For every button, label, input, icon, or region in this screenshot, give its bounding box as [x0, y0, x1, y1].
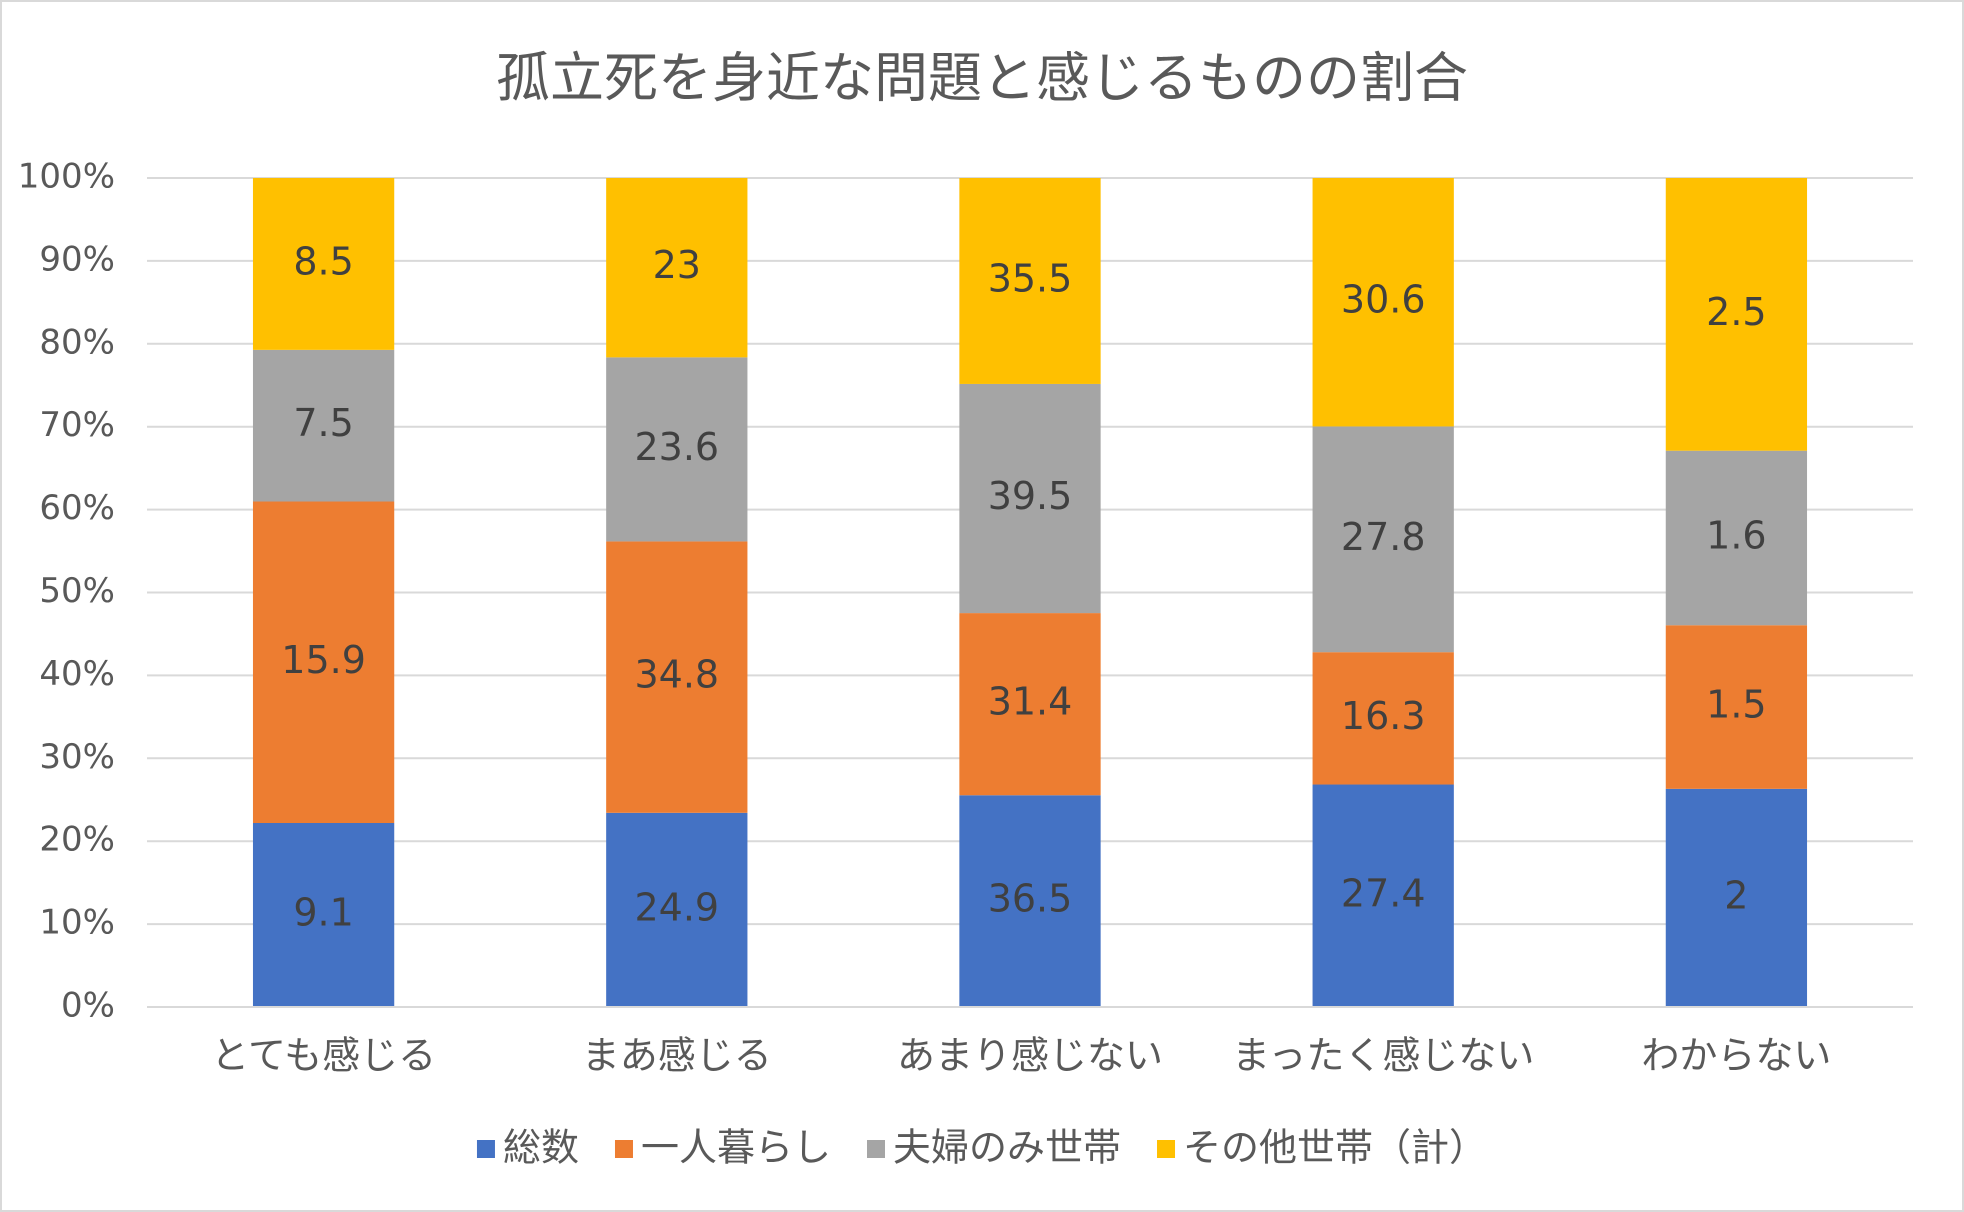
x-tick-label: まあ感じる: [582, 1034, 772, 1078]
y-tick-label: 10%: [39, 903, 115, 943]
legend-swatch: [867, 1140, 885, 1158]
bar-segment: [252, 349, 395, 502]
x-tick-label: わからない: [1641, 1034, 1831, 1078]
bar-segment: [252, 501, 395, 824]
legend-swatch: [614, 1140, 633, 1158]
y-tick-label: 50%: [39, 571, 115, 611]
data-label: 27.4: [1341, 871, 1426, 915]
legend-label: その他世帯（計）: [1183, 1126, 1487, 1170]
y-tick-label: 0%: [61, 986, 115, 1026]
legend-swatch: [1157, 1140, 1176, 1158]
bar-segment: [1665, 178, 1808, 451]
bar-segment: [606, 178, 748, 358]
data-label: 36.5: [988, 877, 1073, 921]
bar-segment: [1312, 784, 1454, 1007]
bar-segment: [959, 178, 1101, 384]
legend-label: 総数: [503, 1126, 579, 1170]
data-label: 2: [1724, 873, 1748, 917]
legend-label: 夫婦のみ世帯: [893, 1126, 1121, 1170]
bar-segment: [959, 795, 1101, 1007]
legend-label: 一人暮らし: [641, 1126, 831, 1170]
y-tick-label: 40%: [39, 654, 115, 694]
data-label: 1.6: [1706, 513, 1766, 557]
bar-segment: [1665, 450, 1808, 626]
bar-segment: [606, 541, 748, 813]
data-label: 2.5: [1706, 290, 1766, 334]
bar-segment: [1312, 652, 1454, 785]
data-label: 9.1: [293, 891, 353, 935]
y-tick-label: 30%: [39, 737, 115, 777]
bar-segment: [1665, 625, 1808, 789]
y-tick-label: 80%: [39, 322, 115, 362]
y-tick-label: 70%: [39, 405, 115, 445]
bar-segment: [252, 823, 395, 1007]
y-tick-label: 60%: [39, 488, 115, 528]
data-label: 16.3: [1341, 694, 1426, 738]
chart-title: 孤立死を身近な問題と感じるものの割合: [496, 47, 1468, 110]
bar-segment: [606, 812, 748, 1007]
bar-segment: [606, 357, 748, 542]
x-tick-label: あまり感じない: [897, 1034, 1163, 1078]
data-label: 8.5: [293, 239, 353, 283]
bar-segment: [1312, 178, 1454, 427]
data-label: 23: [653, 243, 701, 287]
data-label: 24.9: [634, 885, 719, 929]
y-tick-label: 100%: [18, 157, 115, 197]
legend-swatch: [476, 1140, 495, 1158]
data-label: 39.5: [988, 474, 1073, 518]
bar-segment: [252, 178, 395, 350]
data-label: 7.5: [293, 401, 353, 445]
bar-segment: [959, 383, 1101, 614]
data-label: 34.8: [634, 653, 719, 697]
data-label: 31.4: [988, 680, 1073, 724]
data-label: 30.6: [1341, 278, 1426, 322]
bar-segment: [1312, 426, 1454, 653]
y-tick-label: 90%: [39, 239, 115, 279]
x-tick-label: まったく感じない: [1232, 1034, 1534, 1078]
x-tick-label: とても感じる: [211, 1034, 436, 1078]
bar-segment: [959, 613, 1101, 796]
data-label: 35.5: [988, 256, 1073, 300]
y-tick-label: 20%: [39, 820, 115, 860]
data-label: 27.8: [1341, 515, 1426, 559]
data-label: 23.6: [634, 425, 719, 469]
data-label: 15.9: [281, 638, 366, 682]
bar-segment: [1665, 788, 1808, 1007]
data-label: 1.5: [1706, 683, 1766, 727]
